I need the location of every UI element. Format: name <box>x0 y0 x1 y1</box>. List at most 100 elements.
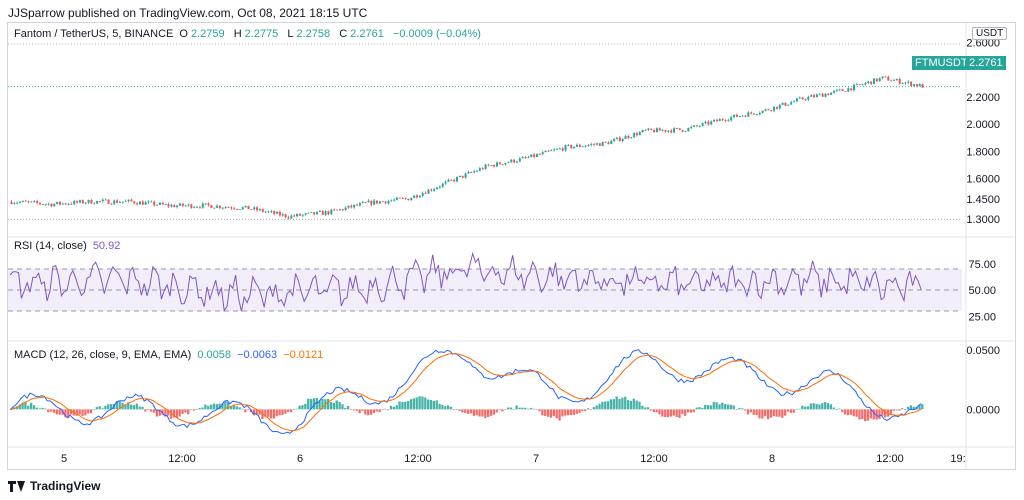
macd-histogram-bar <box>684 409 687 416</box>
candle-body <box>296 213 299 217</box>
candle-body <box>750 112 753 114</box>
macd-histogram-bar <box>395 405 398 410</box>
candle-body <box>773 106 776 111</box>
candle-body <box>467 172 470 174</box>
candle-body <box>341 209 344 211</box>
candle-body <box>710 121 713 125</box>
macd-histogram-bar <box>698 407 701 410</box>
macd-legend: MACD (12, 26, close, 9, EMA, EMA) 0.0058… <box>14 349 326 361</box>
macd-histogram-bar <box>415 397 418 410</box>
candle-body <box>784 102 787 106</box>
macd-histogram-bar <box>869 409 873 419</box>
macd-histogram-bar <box>321 398 324 410</box>
candle-body <box>87 199 90 203</box>
macd-histogram-bar <box>92 409 96 410</box>
candle-body <box>730 117 733 121</box>
macd-histogram-bar <box>618 399 621 410</box>
symbol-name[interactable]: Fantom / TetherUS, 5, BINANCE <box>14 28 174 40</box>
candle-body <box>338 209 341 210</box>
price-tick-label: 1.4500 <box>966 194 1000 206</box>
macd-histogram-bar <box>489 409 493 416</box>
macd-histogram-bar <box>832 407 835 410</box>
macd-tick-label: 0.0000 <box>966 404 1000 416</box>
published-caption: JJSparrow published on TradingView.com, … <box>8 6 368 20</box>
macd-histogram-bar <box>812 403 815 410</box>
macd-histogram-bar <box>615 396 618 410</box>
candle-body <box>481 168 484 170</box>
candle-body <box>256 207 259 211</box>
macd-histogram-bar <box>598 403 601 410</box>
candle-body <box>258 209 261 211</box>
candle-body <box>176 205 179 208</box>
macd-histogram-bar <box>572 409 575 415</box>
candle-body <box>113 200 116 204</box>
candle-body <box>790 102 793 105</box>
candle-body <box>156 204 159 206</box>
macd-histogram-bar <box>27 405 30 410</box>
macd-histogram-bar <box>695 407 698 410</box>
candle-body <box>10 201 13 204</box>
candle-body <box>810 95 813 97</box>
macd-histogram-bar <box>652 409 655 412</box>
candle-body <box>538 154 541 155</box>
candle-body <box>324 211 327 215</box>
candle-body <box>276 211 279 214</box>
candle-body <box>904 82 907 84</box>
price-tick-label: 2.0000 <box>966 119 1000 131</box>
macd-histogram-bar <box>746 409 750 415</box>
candle-body <box>304 213 307 215</box>
candle-body <box>550 150 553 152</box>
macd-histogram-bar <box>341 404 344 410</box>
macd-histogram-bar <box>344 408 347 410</box>
candle-body <box>430 189 433 191</box>
candle-body <box>827 93 830 95</box>
candle-body <box>795 98 798 102</box>
candle-body <box>93 203 96 205</box>
candle-body <box>38 202 41 205</box>
candle-body <box>595 143 598 145</box>
candle-body <box>133 201 136 204</box>
candle-body <box>27 201 30 203</box>
macd-histogram-bar <box>67 409 70 419</box>
macd-histogram-bar <box>738 407 741 410</box>
rsi-line <box>9 251 922 313</box>
macd-histogram-bar <box>332 402 336 410</box>
candle-body <box>787 104 790 106</box>
rsi-title[interactable]: RSI (14, close) <box>14 240 87 252</box>
macd-histogram-bar <box>164 409 167 417</box>
macd-histogram-bar <box>409 399 413 410</box>
candle-body <box>473 171 476 173</box>
macd-histogram-bar <box>829 404 833 410</box>
price-tick-label: 1.6000 <box>966 173 1000 185</box>
candle-body <box>484 164 487 170</box>
macd-histogram-bar <box>669 409 673 417</box>
macd-histogram-bar <box>307 398 310 410</box>
macd-histogram-bar <box>909 405 913 410</box>
candle-body <box>218 205 221 209</box>
macd-histogram-bar <box>129 404 133 410</box>
macd-histogram-bar <box>172 409 176 418</box>
candle-body <box>733 114 736 118</box>
macd-histogram-bar <box>729 404 733 410</box>
candle-body <box>433 189 436 191</box>
macd-histogram-bar <box>309 398 313 410</box>
currency-label[interactable]: USDT <box>972 27 1008 40</box>
macd-title[interactable]: MACD (12, 26, close, 9, EMA, EMA) <box>14 349 192 361</box>
candle-body <box>76 200 79 203</box>
macd-histogram-bar <box>178 409 181 417</box>
macd-histogram-bar <box>692 409 695 413</box>
macd-histogram-bar <box>541 409 544 416</box>
macd-histogram-bar <box>841 409 844 413</box>
candle-body <box>530 154 533 158</box>
macd-histogram-bar <box>515 405 518 410</box>
macd-histogram-bar <box>901 408 904 410</box>
candle-body <box>470 172 473 173</box>
macd-histogram-bar <box>558 409 561 421</box>
footer-brand[interactable]: TradingView <box>30 479 101 493</box>
candle-body <box>881 76 884 79</box>
macd-histogram-bar <box>204 404 207 410</box>
macd-histogram-bar <box>407 401 410 410</box>
macd-histogram-bar <box>849 409 853 415</box>
